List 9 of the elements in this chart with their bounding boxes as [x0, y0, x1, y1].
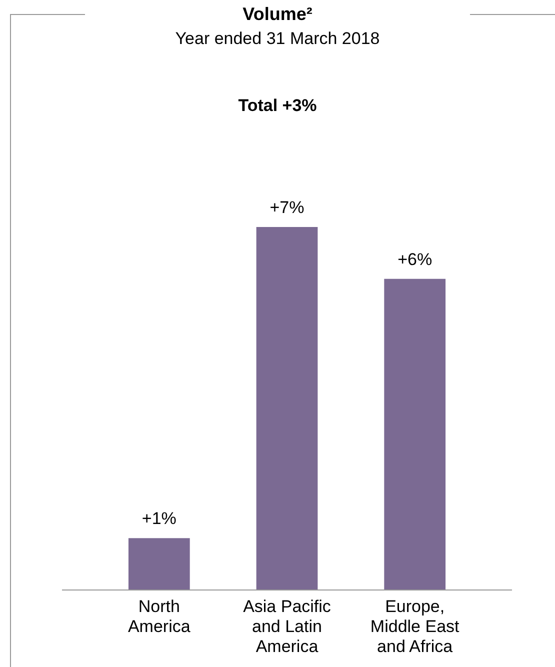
data-label: +7% — [270, 198, 304, 217]
chart-subtitle: Year ended 31 March 2018 — [175, 29, 380, 48]
x-tick-label: Europe, Middle East and Africa — [370, 597, 460, 656]
x-tick-label: Asia Pacific and Latin America — [243, 597, 332, 656]
x-tick-label: North America — [128, 597, 191, 636]
chart-title: Volume² — [242, 4, 312, 24]
data-label: +6% — [398, 250, 432, 269]
text: Total +3% — [238, 96, 317, 115]
data-label: +1% — [142, 509, 176, 528]
